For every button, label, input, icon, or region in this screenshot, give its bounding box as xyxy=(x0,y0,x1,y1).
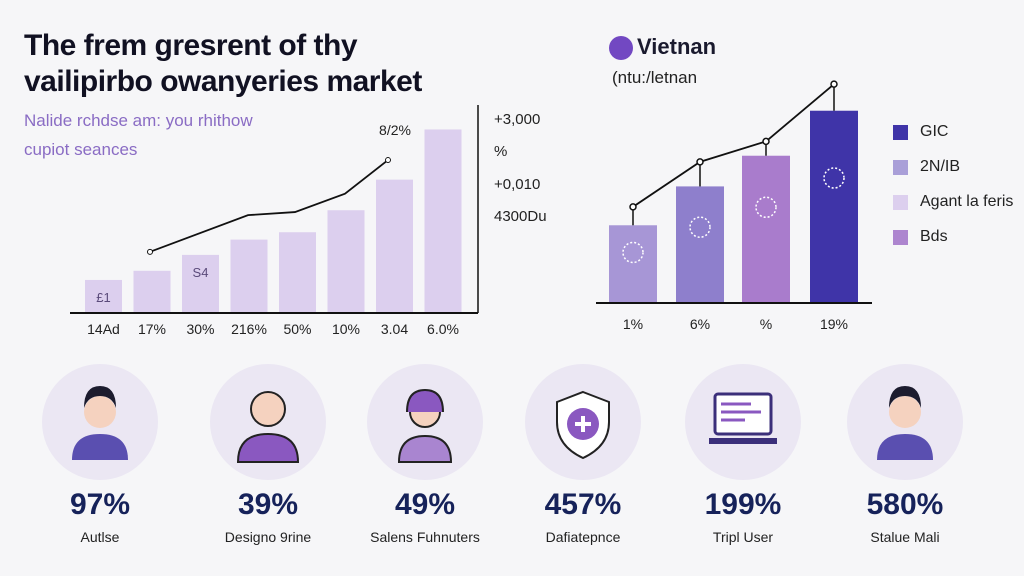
subtitle-line-1: Nalide rchdse am: you rhithow xyxy=(24,111,253,130)
stat-value: 39% xyxy=(237,488,299,521)
stat-value: 580% xyxy=(866,488,944,521)
trend-end-label: 8/2% xyxy=(379,122,411,138)
bar xyxy=(676,186,724,303)
trend-point xyxy=(762,137,770,146)
legend-item: Bds xyxy=(893,228,948,246)
stat-value: 457% xyxy=(544,488,622,521)
stat-label: Stalue Mali xyxy=(870,529,940,545)
y-tick-label: 4300Du xyxy=(494,208,547,225)
stat-label: Autlse xyxy=(80,529,120,545)
bar xyxy=(182,254,219,313)
subtitle: Nalide rchdse am: you rhithow cupiot sea… xyxy=(24,106,253,164)
stat-value: 97% xyxy=(69,488,131,521)
x-tick-label: 10% xyxy=(332,321,360,337)
bald-person-icon xyxy=(210,364,326,480)
stat-value: 199% xyxy=(704,488,782,521)
title-line-2: vailipirbo owanyeries market xyxy=(24,65,422,98)
right-chart-title: Vietnan xyxy=(637,34,717,59)
stat-label: Salens Fuhnuters xyxy=(370,529,480,545)
x-tick-label: 1% xyxy=(623,316,643,332)
x-tick-label: 3.04 xyxy=(381,321,408,337)
bar xyxy=(742,155,790,303)
x-tick-label: 14Ad xyxy=(87,321,120,337)
stat-label: Tripl User xyxy=(712,529,774,545)
x-tick-label: 30% xyxy=(186,321,214,337)
trend-line xyxy=(632,83,835,208)
trend-point xyxy=(147,248,153,255)
page-title: The frem gresrent of thy vailipirbo owan… xyxy=(24,28,422,100)
y-tick-label: % xyxy=(494,143,507,160)
bar xyxy=(85,279,122,313)
legend-swatch xyxy=(893,124,908,140)
person-icon xyxy=(847,364,963,480)
title-dot-icon xyxy=(609,36,633,60)
y-tick-label: +0,010 xyxy=(494,176,540,193)
x-tick-label: 6.0% xyxy=(427,321,459,337)
legend-label: 2N/IB xyxy=(920,158,961,175)
laptop-icon xyxy=(685,364,801,480)
legend-label: Bds xyxy=(920,228,948,245)
bar-label: S4 xyxy=(193,265,209,280)
right-bar-chart: 1% 6%% 19% xyxy=(596,80,872,332)
shield-plus-icon xyxy=(525,364,641,480)
x-tick-label: 6% xyxy=(690,316,710,332)
trend-point xyxy=(629,203,637,211)
bar xyxy=(810,110,858,304)
headset-person-icon xyxy=(367,364,483,480)
x-tick-label: 19% xyxy=(820,316,848,332)
trend-point xyxy=(385,157,391,164)
bar-emblem-icon xyxy=(755,196,777,219)
bar xyxy=(279,232,316,313)
bar-emblem-icon xyxy=(823,167,845,189)
trend-line xyxy=(149,159,389,253)
legend-item: 2N/IB xyxy=(893,158,960,176)
legend-swatch xyxy=(893,159,908,175)
x-tick-label: 17% xyxy=(138,321,166,337)
x-tick-label: 216% xyxy=(231,321,267,337)
bar xyxy=(424,129,462,313)
y-tick-label: +3,000 xyxy=(494,111,540,128)
stat-label: Designo 9rine xyxy=(224,529,312,545)
bar xyxy=(609,225,657,303)
bar-emblem-icon xyxy=(689,216,711,238)
bar xyxy=(230,239,268,313)
left-bar-chart: 14Ad £1 17% 30% S4 216% 50% 10% 3.04 6.0% 8/2% +3,0… xyxy=(70,105,547,337)
x-tick-label: 50% xyxy=(283,321,311,337)
stat-label: Dafiatepnce xyxy=(545,529,621,545)
legend-swatch xyxy=(893,194,908,210)
bar-label: £1 xyxy=(96,290,110,305)
legend-label: Agant la feris xyxy=(920,193,1014,210)
legend-label: GIC xyxy=(920,123,949,140)
legend-item: GIC xyxy=(893,123,948,141)
bar xyxy=(133,270,171,313)
bar xyxy=(376,179,413,313)
bar xyxy=(327,210,365,313)
right-chart-subtitle: (ntu:/letnan xyxy=(612,68,698,87)
trend-point xyxy=(830,80,838,88)
legend-item: Agant la feris xyxy=(893,193,1013,211)
trend-point xyxy=(696,158,704,166)
stat-value: 49% xyxy=(394,488,456,521)
title-line-1: The frem gresrent of thy xyxy=(24,29,358,62)
subtitle-line-2: cupiot seances xyxy=(24,140,138,159)
x-tick-label: % xyxy=(760,316,772,332)
legend-swatch xyxy=(893,229,908,245)
person-icon xyxy=(42,364,158,480)
